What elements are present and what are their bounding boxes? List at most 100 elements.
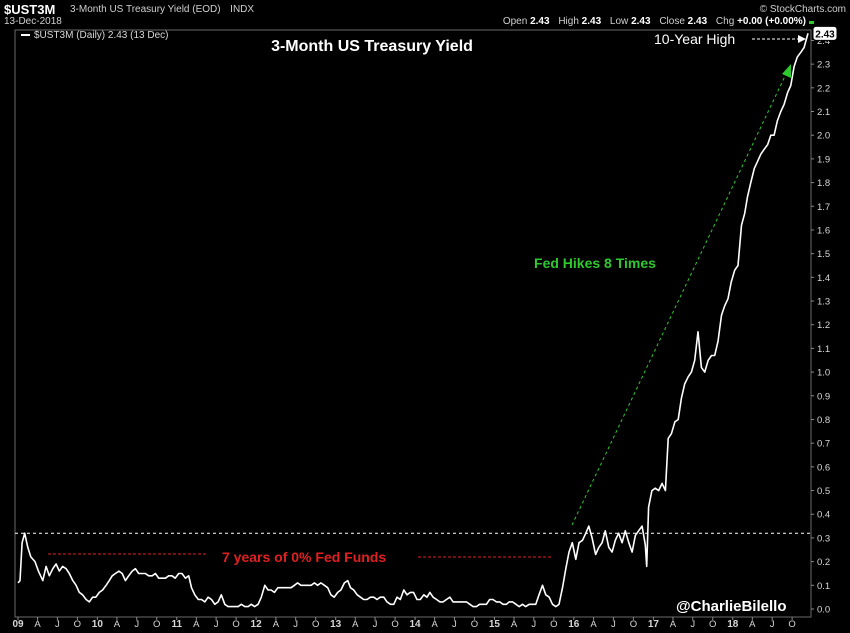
y-tick-label: 0.6 [817, 462, 830, 473]
zero-rate-annotation: 7 years of 0% Fed Funds [222, 549, 386, 565]
high-value: 2.43 [581, 16, 602, 27]
x-tick-label: O [232, 619, 239, 630]
y-tick-label: 1.4 [817, 273, 830, 284]
x-tick-label: A [34, 619, 41, 630]
last-value-label: 2.43 [815, 29, 835, 40]
series-layer: 2.43 [17, 25, 838, 608]
x-tick-label: 16 [568, 619, 580, 630]
chg-label: Chg [715, 16, 735, 27]
x-tick-label: O [550, 619, 557, 630]
x-tick-label: 10 [92, 619, 104, 630]
y-tick-label: 2.4 [817, 36, 830, 47]
ten-year-high-annotation: 10-Year High [654, 31, 735, 47]
chg-value: +0.00 (+0.00%) [737, 16, 806, 27]
y-tick-label: 0.4 [817, 510, 830, 521]
quote-date: 13-Dec-2018 [4, 16, 62, 27]
y-tick-label: 1.3 [817, 297, 830, 308]
y-tick-label: 0.0 [817, 605, 830, 616]
y-tick-label: 1.0 [817, 368, 830, 379]
x-tick-label: 09 [12, 619, 24, 630]
x-tick-label: J [770, 619, 775, 630]
x-tick-label: A [431, 619, 438, 630]
x-tick-label: 13 [330, 619, 342, 630]
ticker-symbol: $UST3M [4, 2, 56, 17]
x-tick-label: O [74, 619, 81, 630]
ten-year-high-arrow-head [798, 35, 806, 43]
y-tick-label: 0.3 [817, 533, 830, 544]
x-tick-label: J [373, 619, 378, 630]
y-tick-label: 1.6 [817, 225, 830, 236]
change-indicator-icon [809, 21, 814, 24]
y-tick-label: 1.9 [817, 154, 830, 165]
chart-title: 3-Month US Treasury Yield [271, 38, 473, 55]
y-tick-label: 0.5 [817, 486, 830, 497]
y-tick-label: 2.0 [817, 131, 830, 142]
x-tick-label: O [153, 619, 160, 630]
open-value: 2.43 [530, 16, 550, 27]
x-tick-label: J [134, 619, 139, 630]
x-tick-label: J [214, 619, 219, 630]
x-tick-label: 12 [251, 619, 263, 630]
x-tick-label: 17 [648, 619, 660, 630]
ohlc-readout: Open 2.43 High 2.43 Low 2.43 Close 2.43 … [503, 16, 806, 27]
y-tick-label: 0.8 [817, 415, 830, 426]
x-tick-label: A [670, 619, 677, 630]
fed-hikes-arrow-head [782, 64, 791, 78]
y-tick-label: 0.7 [817, 439, 830, 450]
x-tick-label: A [590, 619, 597, 630]
y-tick-label: 2.2 [817, 83, 830, 94]
y-tick-label: 1.8 [817, 178, 830, 189]
plot-border [14, 29, 812, 618]
annotation-layer: 10-Year High Fed Hikes 8 Times 7 years of … [48, 31, 806, 615]
x-tick-label: 14 [410, 619, 422, 630]
y-tick-label: 2.1 [817, 107, 830, 118]
x-tick-label: A [193, 619, 200, 630]
y-tick-label: 1.1 [817, 344, 830, 355]
x-tick-label: A [273, 619, 280, 630]
x-axis: 09 A J O 10 A J O 11 A J O 12 A J O 13 A J O 14 A J O 15 A J O 16 A J O… [12, 617, 796, 630]
y-tick-label: 0.1 [817, 581, 830, 592]
y-tick-label: 1.2 [817, 320, 830, 331]
x-tick-label: O [312, 619, 319, 630]
y-axis: 0.0 0.1 0.2 0.3 0.4 0.5 0.6 0.7 0.8 0.9 1.0 1.1 1.2 1… [811, 36, 830, 616]
x-tick-label: O [471, 619, 478, 630]
x-tick-label: A [511, 619, 518, 630]
low-label: Low [609, 16, 629, 27]
open-label: Open [502, 16, 528, 27]
x-tick-label: J [452, 619, 457, 630]
y-tick-label: 1.7 [817, 202, 830, 213]
x-tick-label: J [55, 619, 60, 630]
ticker-description: 3-Month US Treasury Yield (EOD) INDX [70, 4, 254, 15]
x-tick-label: A [352, 619, 359, 630]
plot-frame [14, 29, 812, 618]
x-tick-label: O [630, 619, 637, 630]
x-tick-label: J [690, 619, 695, 630]
exchange-label: INDX [230, 4, 255, 15]
series-line-ust3m [17, 33, 809, 608]
x-tick-label: 11 [171, 619, 182, 630]
close-value: 2.43 [687, 16, 708, 27]
fed-hikes-trend-line [571, 73, 787, 526]
x-tick-label: O [391, 619, 398, 630]
y-tick-label: 1.5 [817, 249, 830, 260]
ticker-description-text: 3-Month US Treasury Yield (EOD) [70, 4, 221, 15]
fed-hikes-annotation: Fed Hikes 8 Times [534, 255, 656, 271]
close-label: Close [659, 16, 685, 27]
x-tick-label: A [749, 619, 756, 630]
high-label: High [558, 16, 579, 27]
x-tick-label: O [788, 619, 795, 630]
x-tick-label: J [611, 619, 616, 630]
last-value-box [812, 25, 838, 41]
brand-watermark: © StockCharts.com [759, 4, 846, 15]
x-tick-label: A [114, 619, 121, 630]
x-tick-label: O [709, 619, 716, 630]
x-tick-label: 15 [489, 619, 501, 630]
series-legend: $UST3M (Daily) 2.43 (13 Dec) [34, 30, 168, 41]
low-value: 2.43 [631, 16, 651, 27]
y-tick-label: 0.2 [817, 557, 830, 568]
x-tick-label: 18 [727, 619, 739, 630]
author-handle: @CharlieBilello [676, 598, 787, 615]
x-tick-label: J [531, 619, 536, 630]
